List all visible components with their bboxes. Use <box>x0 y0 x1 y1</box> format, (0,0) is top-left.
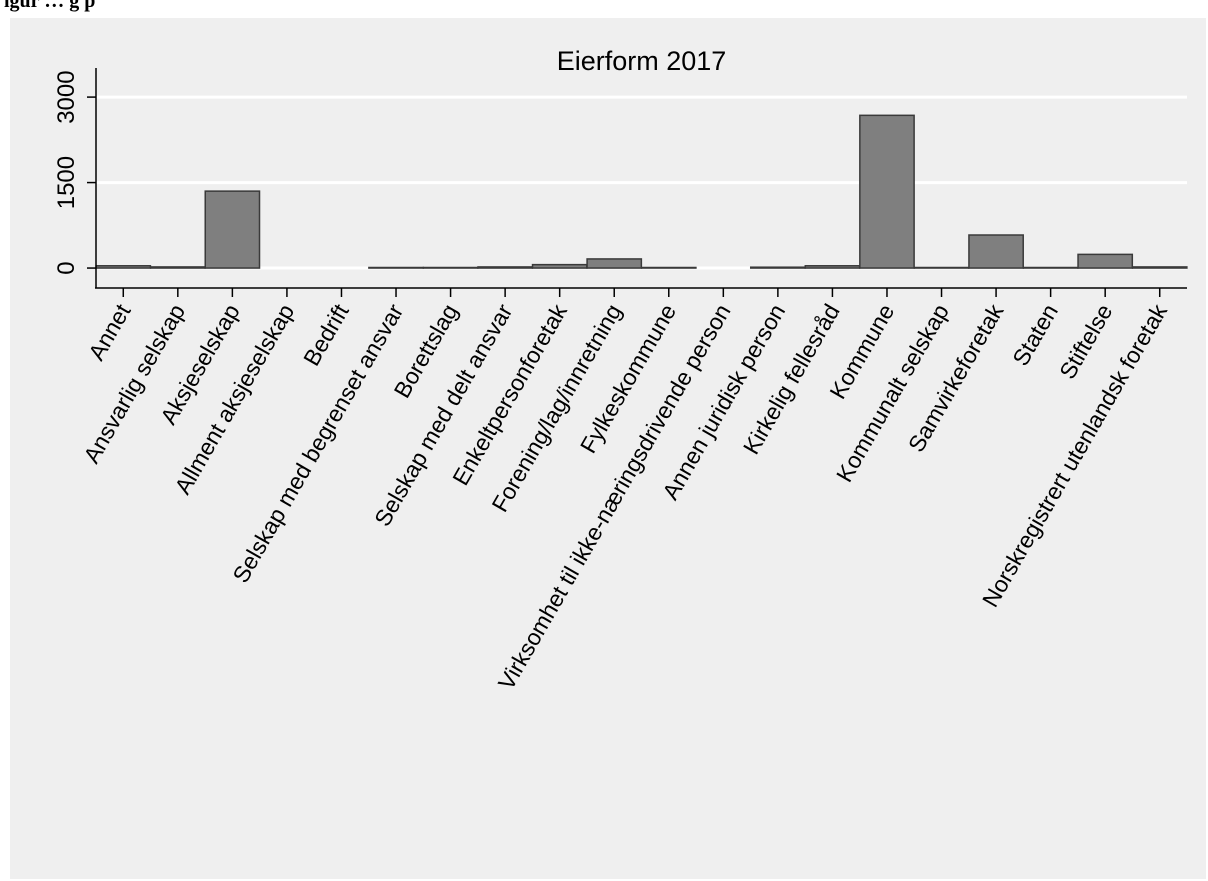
bar <box>804 265 861 269</box>
x-tick-label: Annet <box>83 299 136 365</box>
bar <box>149 266 206 269</box>
chart-title: Eierform 2017 <box>557 46 727 76</box>
bar <box>531 263 588 269</box>
bar <box>749 266 806 269</box>
bar <box>1077 253 1134 269</box>
x-tick-label: Bedrift <box>298 299 354 370</box>
bar <box>913 266 970 269</box>
chart-panel: 0 1500 3000 Annet Ansvarlig selskap Aksjesel… <box>10 18 1206 879</box>
y-ticks: 0 1500 3000 <box>53 70 96 275</box>
bar <box>95 265 152 269</box>
bars <box>95 114 1188 269</box>
y-tick-label: 3000 <box>53 70 80 123</box>
bar <box>368 266 424 269</box>
bar <box>1131 266 1188 269</box>
bar <box>477 266 534 269</box>
bar <box>640 266 697 269</box>
bar <box>586 258 643 269</box>
y-tick-label: 1500 <box>53 156 80 209</box>
y-tick-label: 0 <box>53 261 80 274</box>
x-tick-label: Staten <box>1007 300 1063 371</box>
bar <box>204 190 261 269</box>
bar <box>859 114 915 269</box>
bar <box>1022 266 1079 269</box>
bar <box>422 266 479 269</box>
figure-caption: igur … g p <box>4 0 96 12</box>
bar <box>968 234 1024 269</box>
